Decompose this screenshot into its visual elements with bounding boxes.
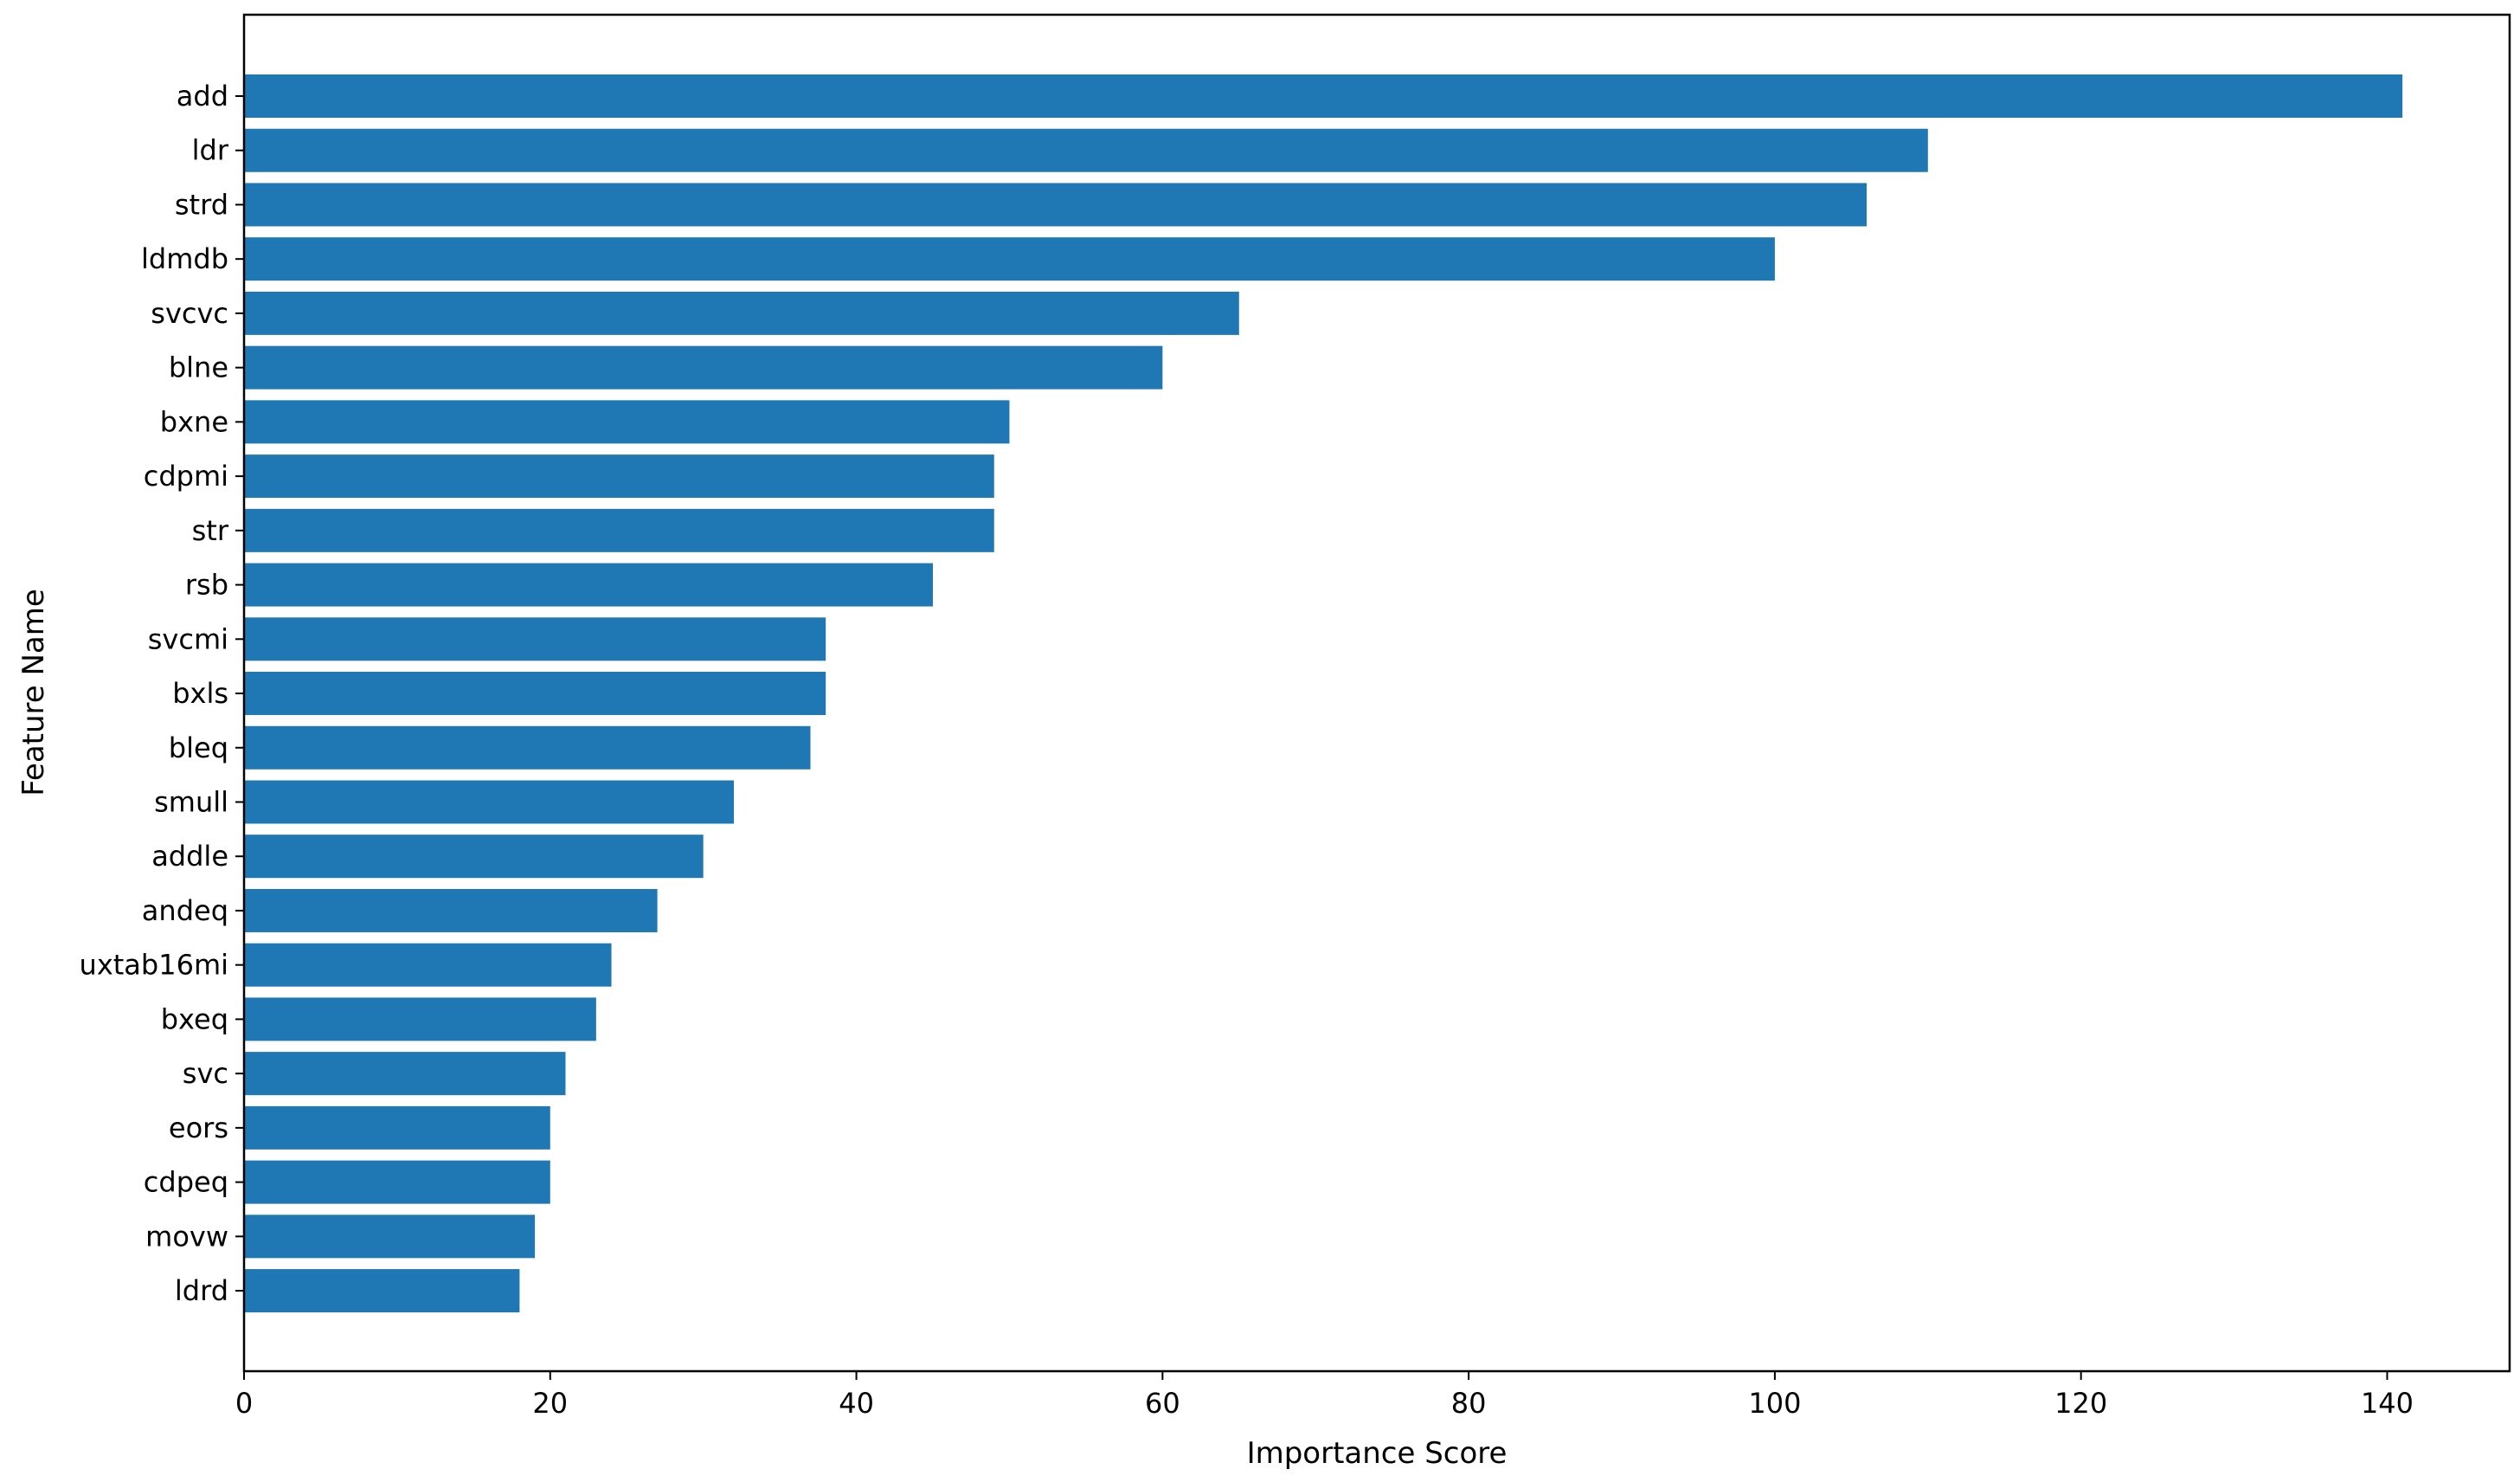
bar-addle xyxy=(244,834,704,879)
y-tick-label: ldr xyxy=(192,134,229,167)
bar-bxeq xyxy=(244,997,596,1041)
bar-blne xyxy=(244,345,1163,390)
bar-uxtab16mi xyxy=(244,943,612,987)
y-tick-label: add xyxy=(177,80,228,113)
bar-bxls xyxy=(244,672,826,716)
bar-andeq xyxy=(244,888,658,932)
y-tick-label: eors xyxy=(169,1112,228,1144)
bar-svc xyxy=(244,1052,566,1096)
y-tick-label: svcvc xyxy=(151,297,228,330)
bar-svcmi xyxy=(244,617,826,661)
x-axis-label: Importance Score xyxy=(1247,1436,1508,1471)
x-tick-label: 100 xyxy=(1748,1387,1801,1420)
y-tick-label: movw xyxy=(145,1220,228,1253)
y-axis-label: Feature Name xyxy=(16,589,51,796)
bar-strd xyxy=(244,183,1868,227)
y-tick-label: strd xyxy=(175,188,228,221)
bar-cdpmi xyxy=(244,454,994,499)
y-tick-label: ldmdb xyxy=(141,242,228,275)
y-tick-label: rsb xyxy=(185,569,228,602)
y-tick-label: cdpmi xyxy=(144,460,228,493)
bar-rsb xyxy=(244,563,934,607)
y-tick-label: addle xyxy=(151,840,228,873)
bars-group xyxy=(244,74,2403,1313)
bar-movw xyxy=(244,1215,536,1259)
y-tick-label: ldrd xyxy=(175,1274,228,1307)
bar-ldr xyxy=(244,128,1928,172)
y-tick-label: bxeq xyxy=(161,1002,228,1035)
y-tick-label: smull xyxy=(154,785,228,818)
y-axis-ticks: add ldr strd ldmdb svcvc blne bxne cdpmi str rsb s… xyxy=(80,80,244,1307)
x-tick-label: 80 xyxy=(1451,1387,1487,1420)
bar-ldrd xyxy=(244,1269,520,1313)
x-tick-label: 20 xyxy=(532,1387,568,1420)
bar-cdpeq xyxy=(244,1160,550,1204)
bar-bxne xyxy=(244,400,1010,444)
x-tick-label: 0 xyxy=(235,1387,253,1420)
bar-str xyxy=(244,508,994,552)
y-tick-label: uxtab16mi xyxy=(80,949,228,982)
x-tick-label: 140 xyxy=(2361,1387,2414,1420)
y-tick-label: cdpeq xyxy=(144,1166,228,1199)
y-tick-label: blne xyxy=(169,351,228,384)
bar-svcvc xyxy=(244,291,1239,335)
bar-bleq xyxy=(244,725,811,770)
x-axis-ticks: 0 20 40 60 80 100 120 140 xyxy=(235,1371,2414,1420)
bar-add xyxy=(244,74,2403,118)
y-tick-label: svc xyxy=(183,1057,228,1090)
y-tick-label: andeq xyxy=(142,894,228,927)
x-tick-label: 120 xyxy=(2054,1387,2107,1420)
bar-ldmdb xyxy=(244,237,1775,281)
bar-smull xyxy=(244,780,735,824)
bar-eors xyxy=(244,1105,550,1150)
y-tick-label: bxne xyxy=(160,405,228,438)
y-tick-label: str xyxy=(192,514,229,547)
y-tick-label: bxls xyxy=(172,677,228,710)
x-tick-label: 60 xyxy=(1145,1387,1180,1420)
y-tick-label: svcmi xyxy=(148,622,228,655)
x-tick-label: 40 xyxy=(839,1387,874,1420)
plot-frame xyxy=(242,13,2511,1373)
y-tick-label: bleq xyxy=(169,731,228,764)
